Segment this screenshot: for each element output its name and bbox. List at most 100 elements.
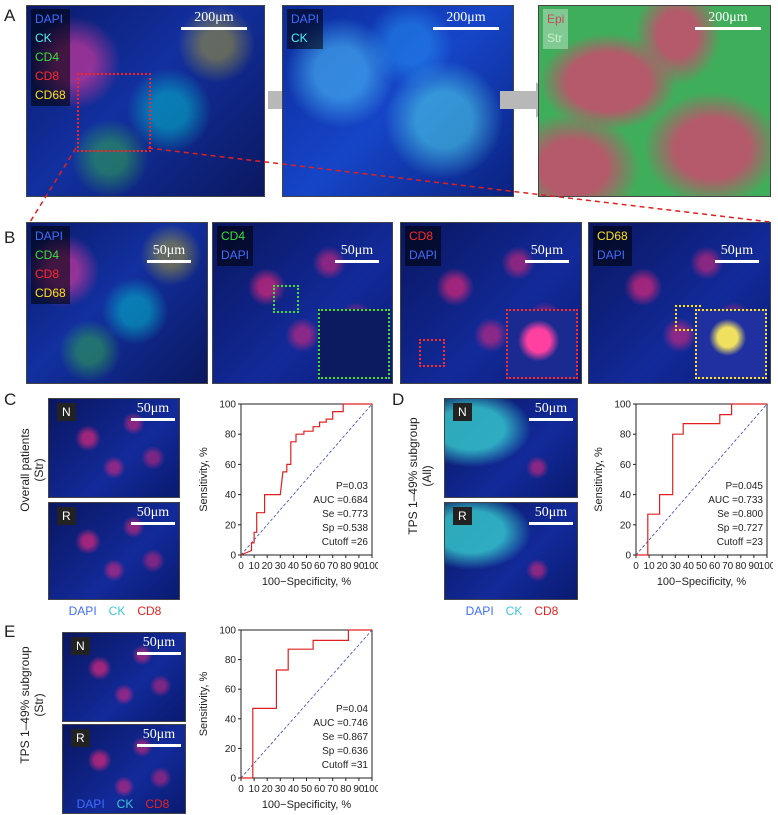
x-tick-label: 40 <box>288 784 300 795</box>
panel-letter-e: E <box>4 622 16 641</box>
scale-label: 200μm <box>446 10 486 25</box>
scale-bar: 50μm <box>131 505 175 525</box>
x-tick-label: 50 <box>301 784 313 795</box>
x-tick-label: 30 <box>275 784 287 795</box>
legend-cd8: CD8 <box>137 604 162 618</box>
y-tick-label: 20 <box>225 520 237 531</box>
scale-bar: 200μm <box>181 10 247 30</box>
legend-ck: CK <box>108 604 126 618</box>
roc-stat: Sp =0.636 <box>322 746 368 757</box>
legend-ck: CK <box>505 604 523 618</box>
cd8-zoom-image: CD8 DAPI 50μm <box>400 222 582 384</box>
nonresponder-image: N 50μm <box>444 398 578 498</box>
y-tick-label: 80 <box>225 430 237 441</box>
x-tick-label: 90 <box>748 561 760 572</box>
label-cd4: CD4 <box>221 229 246 243</box>
scale-bar: 200μm <box>695 10 761 30</box>
label-ck: CK <box>291 31 308 45</box>
roc-stat: Sp =0.538 <box>322 523 368 534</box>
x-tick-label: 40 <box>288 561 300 572</box>
x-axis-label: 100−Specificity, % <box>657 576 747 588</box>
channel-labels: DAPI CK <box>287 9 324 49</box>
scale-bar: 50μm <box>715 243 759 263</box>
y-tick-label: 60 <box>225 460 237 471</box>
x-tick-label: 0 <box>238 561 244 572</box>
scale-bar: 50μm <box>131 401 175 421</box>
label-cd8: CD8 <box>35 267 60 281</box>
roc-stat: Sp =0.727 <box>717 523 763 534</box>
x-tick-label: 10 <box>249 784 261 795</box>
label-str: Str <box>547 31 563 45</box>
y-tick-label: 60 <box>225 685 237 696</box>
channel-labels: DAPI CK CD4 CD8 CD68 <box>31 9 70 106</box>
x-tick-label: 50 <box>301 561 313 572</box>
cd68-zoom-image: CD68 DAPI 50μm <box>588 222 771 384</box>
segment-labels: Epi Str <box>543 9 569 49</box>
x-tick-label: 70 <box>327 784 339 795</box>
x-tick-label: 90 <box>353 784 365 795</box>
channel-legend: DAPI CK CD8 <box>62 797 184 811</box>
y-tick-label: 100 <box>219 626 236 637</box>
x-tick-label: 10 <box>249 561 261 572</box>
group-label: TPS 1–49% subgroup (Str) <box>18 646 46 764</box>
channel-legend: DAPI CK CD8 <box>50 604 180 618</box>
label-cd4: CD4 <box>35 248 60 262</box>
responder-image: R 50μm <box>48 502 180 600</box>
label-cd68: CD68 <box>597 229 628 243</box>
nonresponder-tag: N <box>453 403 472 421</box>
responder-image: R 50μm <box>444 502 578 600</box>
inset-source-box <box>273 285 299 313</box>
legend-dapi: DAPI <box>76 797 105 811</box>
reference-diagonal <box>635 403 768 556</box>
roc-stat: AUC =0.733 <box>708 495 763 506</box>
roc-stat: Se =0.773 <box>322 509 368 520</box>
zoom-region-box <box>77 73 151 152</box>
y-tick-label: 40 <box>620 490 632 501</box>
x-tick-label: 60 <box>709 561 721 572</box>
roc-stat: AUC =0.684 <box>313 495 368 506</box>
roc-stat: P=0.04 <box>336 704 368 715</box>
label-cd8: CD8 <box>409 229 434 243</box>
y-tick-label: 0 <box>230 774 236 785</box>
y-tick-label: 80 <box>225 655 237 666</box>
label-dapi: DAPI <box>291 12 320 26</box>
scale-label: 50μm <box>720 243 754 258</box>
scale-label: 200μm <box>194 10 234 25</box>
y-axis-label: Sensitivity, % <box>198 671 210 736</box>
label-cd4: CD4 <box>35 50 60 64</box>
scale-bar: 50μm <box>525 243 569 263</box>
roc-curve <box>240 403 372 556</box>
y-tick-label: 40 <box>225 714 237 725</box>
group-label: TPS 1–49% subgroup (All) <box>406 417 434 535</box>
label-cd8: CD8 <box>35 69 60 83</box>
nonresponder-tag: N <box>57 403 76 421</box>
y-tick-label: 80 <box>620 430 632 441</box>
group-label: Overall patients (Str) <box>18 428 46 512</box>
x-tick-label: 0 <box>633 561 639 572</box>
nonresponder-image: N 50μm <box>48 398 180 498</box>
roc-stat: Se =0.867 <box>322 732 368 743</box>
panel-letter-b: B <box>4 228 16 247</box>
reference-diagonal <box>240 629 373 779</box>
x-tick-label: 100 <box>364 561 378 572</box>
tissue-segmentation-image: Epi Str 200μm <box>538 5 771 197</box>
x-tick-label: 80 <box>735 561 747 572</box>
label-dapi: DAPI <box>597 248 626 262</box>
y-tick-label: 20 <box>225 744 237 755</box>
scale-bar: 50μm <box>137 727 181 747</box>
responder-tag: R <box>71 729 90 747</box>
x-axis-label: 100−Specificity, % <box>262 799 352 811</box>
scale-label: 50μm <box>340 243 374 258</box>
x-tick-label: 90 <box>353 561 365 572</box>
roc-stat: AUC =0.746 <box>313 718 368 729</box>
x-tick-label: 30 <box>275 561 287 572</box>
nonresponder-tag: N <box>71 637 90 655</box>
y-tick-label: 100 <box>219 400 236 411</box>
roc-curve <box>636 403 767 556</box>
channel-labels: CD68 DAPI <box>593 226 632 266</box>
zoom-connector-lines <box>29 147 771 223</box>
roc-stat: Cutoff =26 <box>322 537 369 548</box>
scale-bar: 50μm <box>147 243 191 263</box>
